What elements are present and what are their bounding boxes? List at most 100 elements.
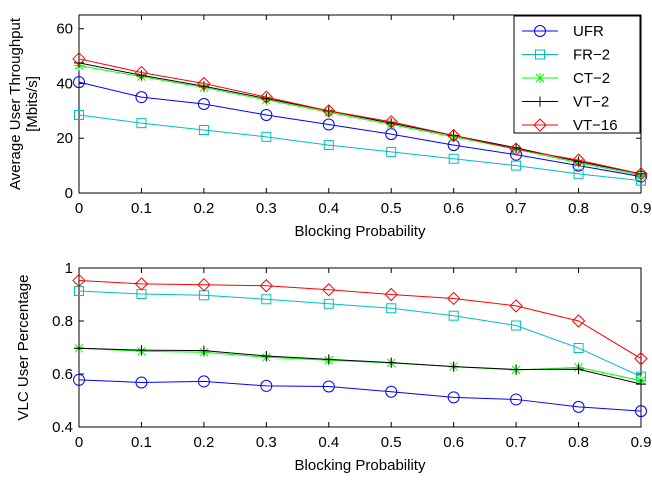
data-point bbox=[197, 375, 210, 388]
x-tick-label: 0.9 bbox=[631, 200, 652, 217]
data-point bbox=[73, 76, 85, 89]
series-line bbox=[78, 347, 642, 385]
legend-marker bbox=[535, 96, 545, 107]
data-point bbox=[198, 125, 209, 136]
y-tick-label: 40 bbox=[56, 75, 73, 92]
data-point bbox=[448, 153, 459, 164]
data-point bbox=[136, 345, 147, 356]
data-point bbox=[261, 131, 272, 142]
data-point bbox=[323, 140, 334, 151]
series-line bbox=[78, 65, 642, 176]
data-point bbox=[636, 168, 646, 179]
series-vt-2 bbox=[74, 343, 646, 390]
legend: UFR FR−2 CT−2 VT−2 VT−16 bbox=[513, 15, 641, 134]
x-tick-label: 0.1 bbox=[131, 434, 152, 451]
y-axis-label: VLC User Percentage bbox=[15, 275, 32, 421]
data-point bbox=[448, 310, 459, 321]
data-point bbox=[260, 379, 273, 392]
legend-entry: FR−2 bbox=[522, 47, 610, 64]
legend-marker bbox=[534, 25, 546, 37]
legend-entry: VT−16 bbox=[522, 117, 618, 134]
data-point bbox=[135, 376, 148, 389]
data-point bbox=[135, 91, 148, 104]
series-vt-16 bbox=[72, 52, 648, 181]
y-axis-label: Average User Throughput bbox=[7, 17, 24, 190]
x-tick-label: 0.2 bbox=[193, 434, 214, 451]
data-point bbox=[384, 287, 398, 302]
data-point bbox=[72, 52, 86, 66]
data-point bbox=[571, 314, 586, 328]
x-tick-label: 0.4 bbox=[318, 200, 339, 217]
x-tick-label: 0.8 bbox=[568, 200, 589, 217]
series-line bbox=[78, 347, 642, 382]
y-tick-label: 20 bbox=[56, 130, 73, 147]
legend-label: VT−2 bbox=[573, 94, 609, 111]
x-tick-label: 0.2 bbox=[193, 200, 214, 217]
x-tick-label: 0.1 bbox=[131, 200, 152, 217]
data-point bbox=[323, 354, 334, 365]
data-point bbox=[571, 153, 586, 167]
x-tick-label: 0.9 bbox=[631, 434, 652, 451]
chart-panel-1: 0 0.1 0.2 0.3 0.4 0.5 0.6 0.7 0.8 0.9 0 20 40 60 Block… bbox=[7, 14, 652, 240]
data-point bbox=[446, 128, 461, 143]
data-point bbox=[322, 380, 335, 393]
data-point bbox=[634, 167, 648, 181]
y-tick-label: 0 bbox=[65, 185, 73, 202]
data-point bbox=[386, 146, 397, 157]
series-ufr bbox=[73, 373, 647, 418]
y-tick-label: 0.8 bbox=[52, 313, 73, 330]
data-point bbox=[74, 343, 84, 354]
data-point bbox=[385, 385, 398, 398]
legend-entry: VT−2 bbox=[522, 94, 609, 111]
x-axis-label: Blocking Probability bbox=[295, 223, 426, 240]
legend-marker bbox=[535, 49, 545, 60]
y-tick-label: 0.4 bbox=[52, 419, 73, 436]
data-point bbox=[635, 405, 647, 418]
legend-label: CT−2 bbox=[573, 70, 610, 87]
data-point bbox=[259, 90, 274, 104]
data-point bbox=[511, 320, 522, 331]
legend-box bbox=[513, 15, 641, 134]
data-point bbox=[134, 65, 149, 80]
series-line bbox=[78, 290, 642, 378]
data-point bbox=[573, 364, 584, 375]
data-point bbox=[509, 142, 523, 156]
data-point bbox=[510, 393, 523, 406]
x-tick-label: 0.6 bbox=[443, 200, 464, 217]
legend-marker bbox=[535, 73, 545, 83]
data-point bbox=[322, 104, 336, 118]
legend-label: UFR bbox=[573, 23, 604, 40]
data-point bbox=[386, 303, 397, 314]
data-point bbox=[197, 76, 211, 91]
series-line bbox=[78, 279, 642, 360]
data-point bbox=[261, 350, 272, 361]
data-point bbox=[74, 109, 84, 120]
x-tick-label: 0.5 bbox=[381, 200, 402, 217]
x-tick-label: 0.7 bbox=[506, 434, 527, 451]
data-point bbox=[134, 277, 149, 291]
data-point bbox=[198, 345, 209, 356]
legend-entry: CT−2 bbox=[522, 70, 610, 87]
data-point bbox=[261, 93, 272, 104]
y-axis-label: [Mbits/s] bbox=[24, 76, 41, 132]
x-tick-label: 0 bbox=[75, 200, 83, 217]
data-point bbox=[511, 142, 522, 153]
data-point bbox=[511, 364, 522, 375]
x-tick-label: 0.6 bbox=[443, 434, 464, 451]
data-point bbox=[74, 57, 84, 68]
data-point bbox=[573, 343, 584, 354]
data-point bbox=[197, 277, 211, 292]
data-point bbox=[446, 291, 461, 306]
data-point bbox=[322, 283, 336, 297]
y-tick-label: 1 bbox=[65, 260, 73, 277]
series-line bbox=[78, 81, 642, 178]
data-point bbox=[572, 400, 585, 413]
data-point bbox=[511, 160, 522, 171]
x-tick-label: 0.5 bbox=[381, 434, 402, 451]
x-tick-label: 0.8 bbox=[568, 434, 589, 451]
data-point bbox=[259, 279, 274, 293]
data-point bbox=[322, 118, 335, 131]
data-point bbox=[386, 357, 397, 368]
data-point bbox=[197, 98, 210, 110]
